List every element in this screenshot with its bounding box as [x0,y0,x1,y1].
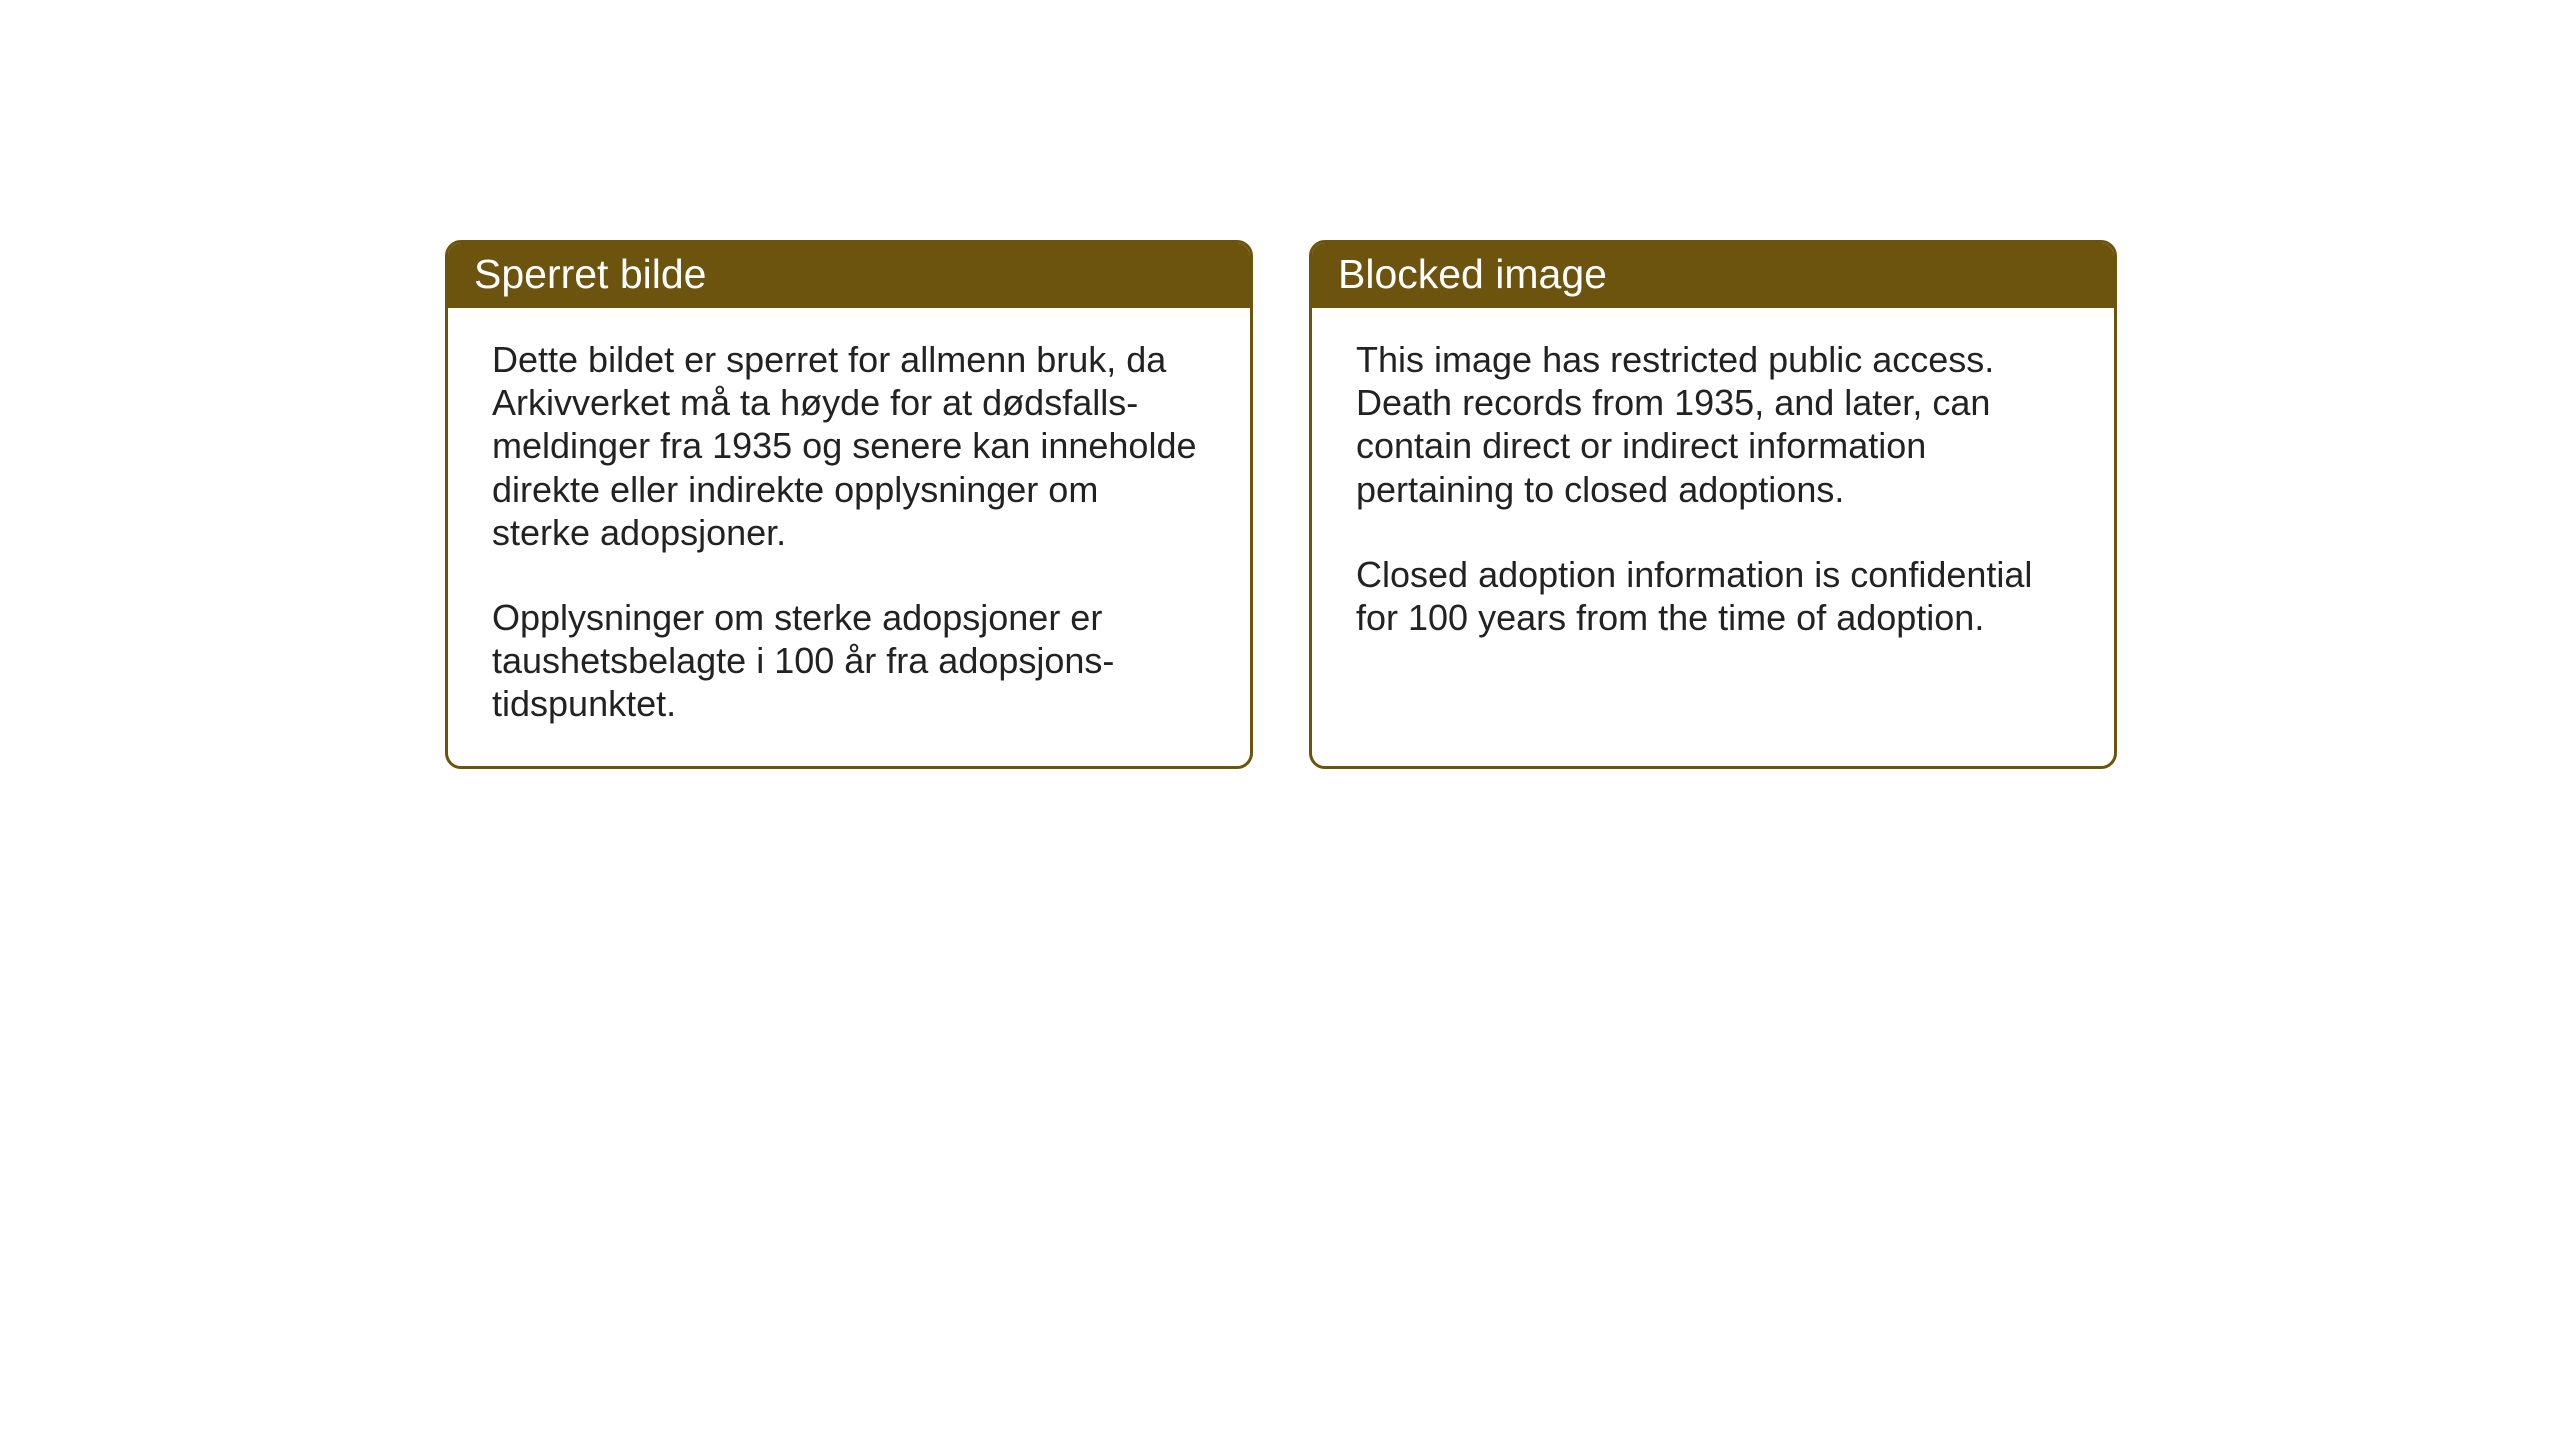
notice-card-norwegian: Sperret bilde Dette bildet er sperret fo… [445,240,1253,769]
notice-paragraph-1-norwegian: Dette bildet er sperret for allmenn bruk… [492,338,1206,554]
notice-title-norwegian: Sperret bilde [448,243,1250,308]
notice-body-norwegian: Dette bildet er sperret for allmenn bruk… [448,308,1250,766]
notice-card-english: Blocked image This image has restricted … [1309,240,2117,769]
notice-paragraph-1-english: This image has restricted public access.… [1356,338,2070,511]
notice-body-english: This image has restricted public access.… [1312,308,2114,732]
notice-container: Sperret bilde Dette bildet er sperret fo… [445,240,2117,769]
notice-paragraph-2-norwegian: Opplysninger om sterke adopsjoner er tau… [492,596,1206,726]
notice-title-english: Blocked image [1312,243,2114,308]
notice-paragraph-2-english: Closed adoption information is confident… [1356,553,2070,639]
